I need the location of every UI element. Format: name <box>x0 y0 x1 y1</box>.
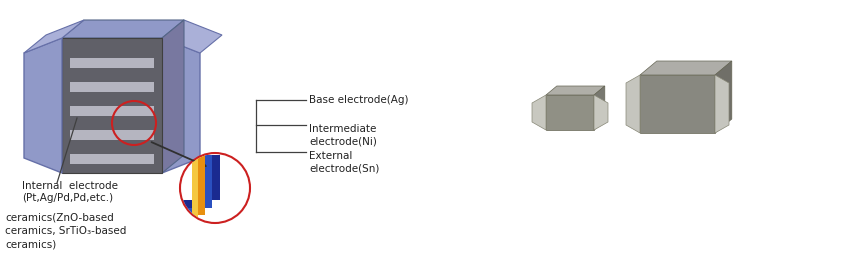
Polygon shape <box>162 20 184 173</box>
Polygon shape <box>24 38 62 173</box>
Circle shape <box>180 153 250 223</box>
Text: External
electrode(Sn): External electrode(Sn) <box>309 151 379 173</box>
Polygon shape <box>594 95 608 130</box>
Polygon shape <box>24 20 84 53</box>
Text: Internal  electrode
(Pt,Ag/Pd,Pd,etc.): Internal electrode (Pt,Ag/Pd,Pd,etc.) <box>22 181 118 203</box>
Polygon shape <box>182 155 212 215</box>
Polygon shape <box>182 155 198 228</box>
Polygon shape <box>182 155 205 222</box>
Polygon shape <box>70 82 154 92</box>
Polygon shape <box>182 155 220 208</box>
Polygon shape <box>640 61 732 75</box>
Polygon shape <box>70 130 154 140</box>
Polygon shape <box>62 20 184 38</box>
Polygon shape <box>70 106 154 116</box>
Text: Intermediate
electrode(Ni): Intermediate electrode(Ni) <box>309 124 377 146</box>
Polygon shape <box>532 95 546 130</box>
Polygon shape <box>594 86 605 130</box>
Polygon shape <box>546 95 594 130</box>
Polygon shape <box>62 38 162 173</box>
Polygon shape <box>715 61 732 133</box>
Polygon shape <box>640 75 715 133</box>
Polygon shape <box>70 154 154 164</box>
Polygon shape <box>626 75 640 133</box>
Polygon shape <box>546 86 605 95</box>
Text: ceramics(ZnO-based
ceramics, SrTiO₃-based
ceramics): ceramics(ZnO-based ceramics, SrTiO₃-base… <box>5 213 126 250</box>
Polygon shape <box>70 58 154 68</box>
Polygon shape <box>715 75 729 133</box>
Text: Base electrode(Ag): Base electrode(Ag) <box>309 95 409 105</box>
Polygon shape <box>162 20 222 53</box>
Polygon shape <box>162 38 200 173</box>
